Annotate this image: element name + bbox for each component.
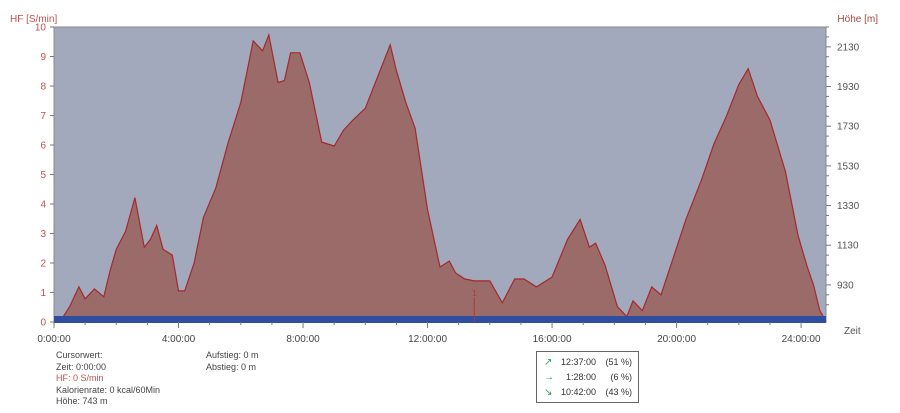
cursor-elevation: Höhe: 743 m bbox=[56, 396, 108, 406]
y-left-tick-label: 2 bbox=[40, 259, 46, 270]
y-axis-left-label: HF [S/min] bbox=[10, 14, 57, 25]
y-right-tick-label: 930 bbox=[837, 280, 854, 291]
y-left-tick-label: 5 bbox=[40, 170, 46, 181]
y-right-tick-label: 2130 bbox=[837, 42, 860, 53]
y-right-tick-label: 1330 bbox=[837, 201, 860, 212]
x-tick-label: 16:00:00 bbox=[533, 334, 572, 345]
summary-percent: (6 %) bbox=[610, 372, 632, 382]
x-tick-label: 4:00:00 bbox=[162, 334, 196, 345]
y-left-tick-label: 10 bbox=[35, 23, 47, 34]
y-left-tick-label: 9 bbox=[40, 52, 46, 63]
x-tick-label: 0:00:00 bbox=[37, 334, 71, 345]
summary-row-ascent: ↗ 12:37:00 (51 %) bbox=[537, 357, 638, 370]
y-axis-right-label: Höhe [m] bbox=[837, 14, 878, 25]
y-right-tick-label: 1130 bbox=[837, 241, 859, 252]
y-left-tick-label: 7 bbox=[40, 111, 46, 122]
cursor-time: Zeit: 0:00:00 bbox=[56, 361, 107, 372]
summary-percent: (43 %) bbox=[605, 387, 632, 397]
y-left-tick-label: 1 bbox=[40, 288, 46, 299]
descent-value: Abstieg: 0 m bbox=[206, 361, 257, 372]
elevation-area bbox=[54, 34, 826, 323]
y-left-tick-label: 6 bbox=[40, 141, 46, 152]
cursor-title: Cursorwert: bbox=[56, 350, 103, 360]
x-tick-label: 8:00:00 bbox=[286, 334, 320, 345]
summary-time: 1:28:00 bbox=[565, 372, 596, 382]
arrow-right-icon: → bbox=[544, 372, 554, 383]
ascent-value: Aufstieg: 0 m bbox=[206, 350, 259, 360]
y-right-tick-label: 1930 bbox=[837, 82, 860, 93]
cursor-calorie-rate: Kalorienrate: 0 kcal/60Min bbox=[56, 384, 161, 395]
summary-row-flat: → 1:28:00 (6 %) bbox=[537, 372, 638, 385]
x-tick-label: 12:00:00 bbox=[408, 334, 447, 345]
y-left-tick-label: 0 bbox=[40, 318, 46, 329]
y-right-tick-label: 1730 bbox=[837, 122, 860, 133]
arrow-up-right-icon: ↗ bbox=[544, 357, 553, 368]
cursor-info-panel: Cursorwert: Zeit: 0:00:00 HF: 0 S/min Ka… bbox=[56, 350, 160, 408]
heart-rate-baseline-bar bbox=[54, 316, 826, 323]
arrow-down-right-icon: ↘ bbox=[544, 387, 553, 398]
time-summary-box: ↗ 12:37:00 (51 %) → 1:28:00 (6 %) ↘ 10:4… bbox=[536, 351, 639, 403]
ascent-info-panel: Aufstieg: 0 m Abstieg: 0 m bbox=[206, 350, 259, 373]
summary-row-descent: ↘ 10:42:00 (43 %) bbox=[537, 387, 638, 400]
y-left-tick-label: 8 bbox=[40, 82, 46, 93]
elevation-line bbox=[53, 32, 827, 322]
summary-percent: (51 %) bbox=[605, 357, 632, 367]
x-axis-label: Zeit bbox=[844, 326, 861, 337]
lap-marker-label: 1 bbox=[472, 289, 477, 298]
x-tick-label: 24:00:00 bbox=[782, 334, 821, 345]
x-tick-label: 20:00:00 bbox=[657, 334, 696, 345]
y-right-tick-label: 1530 bbox=[837, 161, 860, 172]
summary-time: 12:37:00 bbox=[560, 357, 596, 367]
elevation-chart: 1012345678910930113013301530173019302130… bbox=[10, 14, 878, 345]
y-left-tick-label: 4 bbox=[40, 200, 46, 211]
cursor-hf: HF: 0 S/min bbox=[56, 373, 104, 383]
summary-time: 10:42:00 bbox=[560, 387, 596, 397]
y-left-tick-label: 3 bbox=[40, 229, 46, 240]
